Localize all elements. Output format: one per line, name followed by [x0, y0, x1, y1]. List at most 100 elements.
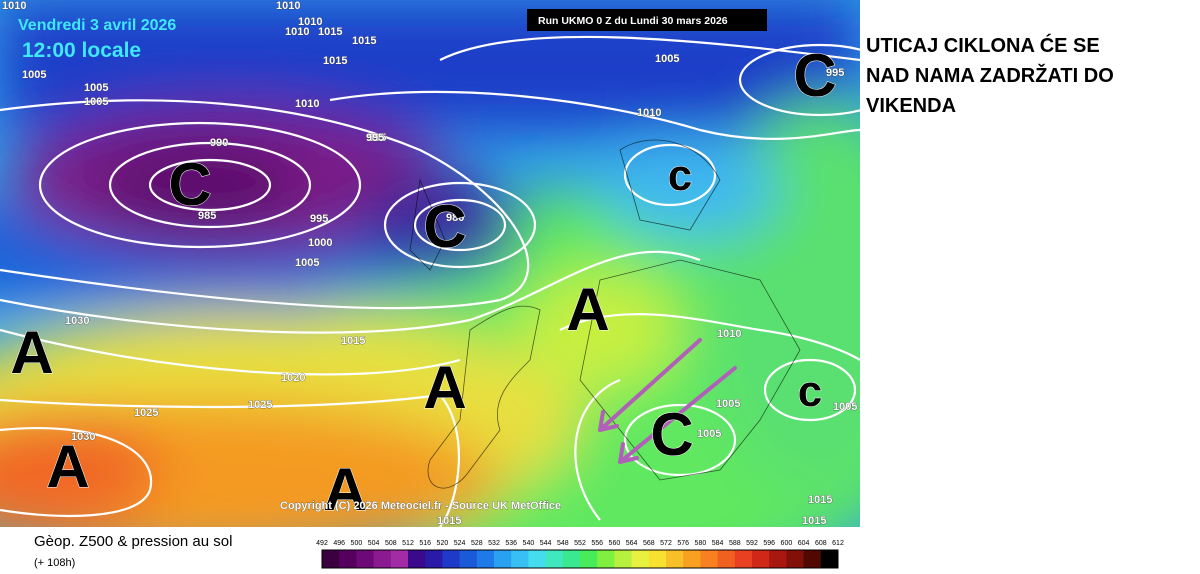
colorbar-label: 576 — [677, 540, 689, 547]
colorbar-label: 572 — [660, 540, 672, 547]
headline-line: NAD NAMA ZADRŽATI DO — [866, 63, 1114, 87]
isobar-label: 1015 — [341, 335, 365, 347]
colorbar-swatch — [786, 550, 805, 568]
isobar-label: 1015 — [802, 515, 826, 527]
colorbar-label: 496 — [333, 540, 345, 547]
headline: UTICAJ CIKLONA ĆE SE NAD NAMA ZADRŽATI DO… — [866, 33, 1114, 117]
isobar-label: 1015 — [352, 35, 376, 47]
pressure-center: C — [793, 42, 836, 109]
isobar-label: 1005 — [697, 428, 721, 440]
colorbar-label: 504 — [368, 540, 380, 547]
colorbar-label: 552 — [574, 540, 586, 547]
colorbar-swatch — [528, 550, 547, 568]
isobar-label: 1010 — [637, 107, 661, 119]
colorbar-label: 588 — [729, 540, 741, 547]
time: 12:00 locale — [22, 39, 141, 62]
colorbar-swatch — [769, 550, 787, 568]
isobar-label: 995 — [368, 132, 386, 144]
isobar-label: 1010 — [276, 0, 300, 12]
colorbar-label: 532 — [488, 540, 500, 547]
pressure-center: A — [46, 433, 89, 500]
date: Vendredi 3 avril 2026 — [18, 17, 176, 34]
isobar-label: 1010 — [298, 16, 322, 28]
colorbar-swatch — [356, 550, 375, 568]
colorbar-label: 516 — [419, 540, 431, 547]
colorbar-swatch — [631, 550, 650, 568]
run-box — [527, 9, 767, 31]
colorbar-label: 584 — [712, 540, 724, 547]
isobar-label: 1005 — [295, 257, 319, 269]
colorbar-swatch — [648, 550, 667, 568]
isobar-label: 995 — [826, 67, 844, 79]
isobar-label: 1010 — [2, 0, 26, 12]
isobar-label: 1015 — [808, 494, 832, 506]
headline-line: VIKENDA — [866, 95, 956, 117]
colorbar-label: 524 — [454, 540, 466, 547]
colorbar-frame — [321, 549, 839, 569]
colorbar-label: 540 — [523, 540, 535, 547]
isobar-label: 1000 — [308, 237, 332, 249]
colorbar: 492 496 500 504 508 512 516 520 524 528 532 536 540 5… — [316, 540, 844, 569]
isobar-label: 1005 — [716, 398, 740, 410]
colorbar-swatch — [717, 550, 736, 568]
pressure-center: c — [668, 151, 692, 200]
colorbar-label: 592 — [746, 540, 758, 547]
colorbar-swatch — [339, 550, 357, 568]
colorbar-label: 564 — [626, 540, 638, 547]
colorbar-swatch — [803, 550, 822, 568]
pressure-center: A — [423, 354, 466, 421]
colorbar-swatch — [373, 550, 392, 568]
colorbar-swatch — [580, 550, 598, 568]
colorbar-swatch — [562, 550, 581, 568]
pressure-center: C — [423, 193, 466, 260]
isobar-label: 1015 — [323, 55, 347, 67]
colorbar-label: 544 — [540, 540, 552, 547]
isobar-label: 1030 — [65, 315, 89, 327]
isobar-label: 1030 — [71, 431, 95, 443]
isobar-label: 995 — [310, 213, 328, 225]
pressure-center: c — [798, 367, 822, 416]
colorbar-label: 508 — [385, 540, 397, 547]
isobar-label: 1010 — [285, 26, 309, 38]
isobar-label: 1005 — [22, 69, 46, 81]
colorbar-label: 500 — [351, 540, 363, 547]
colorbar-swatch — [442, 550, 461, 568]
isobar-label: 1005 — [655, 53, 679, 65]
colorbar-swatch — [476, 550, 495, 568]
legend-lead: (+ 108h) — [34, 557, 75, 569]
pressure-center: A — [10, 319, 53, 386]
colorbar-label: 612 — [832, 540, 844, 547]
colorbar-swatch — [734, 550, 753, 568]
colorbar-label: 596 — [763, 540, 775, 547]
pressure-center: C — [168, 151, 211, 218]
colorbar-label: 604 — [798, 540, 810, 547]
colorbar-label: 512 — [402, 540, 414, 547]
colorbar-swatch — [666, 550, 684, 568]
colorbar-swatch — [494, 550, 512, 568]
colorbar-swatch — [597, 550, 615, 568]
isobar-label: 1015 — [318, 26, 342, 38]
pressure-center: C — [650, 401, 693, 468]
colorbar-label: 548 — [557, 540, 569, 547]
colorbar-label: 520 — [437, 540, 449, 547]
colorbar-label: 492 — [316, 540, 328, 547]
isobar-label: 1020 — [281, 372, 305, 384]
colorbar-swatch — [511, 550, 529, 568]
copyright: Copyright (C) 2026 Meteociel.fr - Source… — [280, 500, 561, 512]
run: Run UKMO 0 Z du Lundi 30 mars 2026 — [538, 15, 728, 27]
isobar-label: 1005 — [84, 96, 108, 108]
isobar-label: 985 — [198, 210, 216, 222]
isobar-label: 990 — [210, 137, 228, 149]
isobar-label: 1015 — [437, 515, 461, 527]
colorbar-label: 528 — [471, 540, 483, 547]
colorbar-label: 608 — [815, 540, 827, 547]
colorbar-label: 556 — [591, 540, 603, 547]
headline-line: UTICAJ CIKLONA ĆE SE — [866, 33, 1100, 57]
colorbar-swatch — [408, 550, 426, 568]
colorbar-swatch — [752, 550, 770, 568]
colorbar-swatch — [614, 550, 633, 568]
colorbar-swatch — [820, 550, 839, 568]
